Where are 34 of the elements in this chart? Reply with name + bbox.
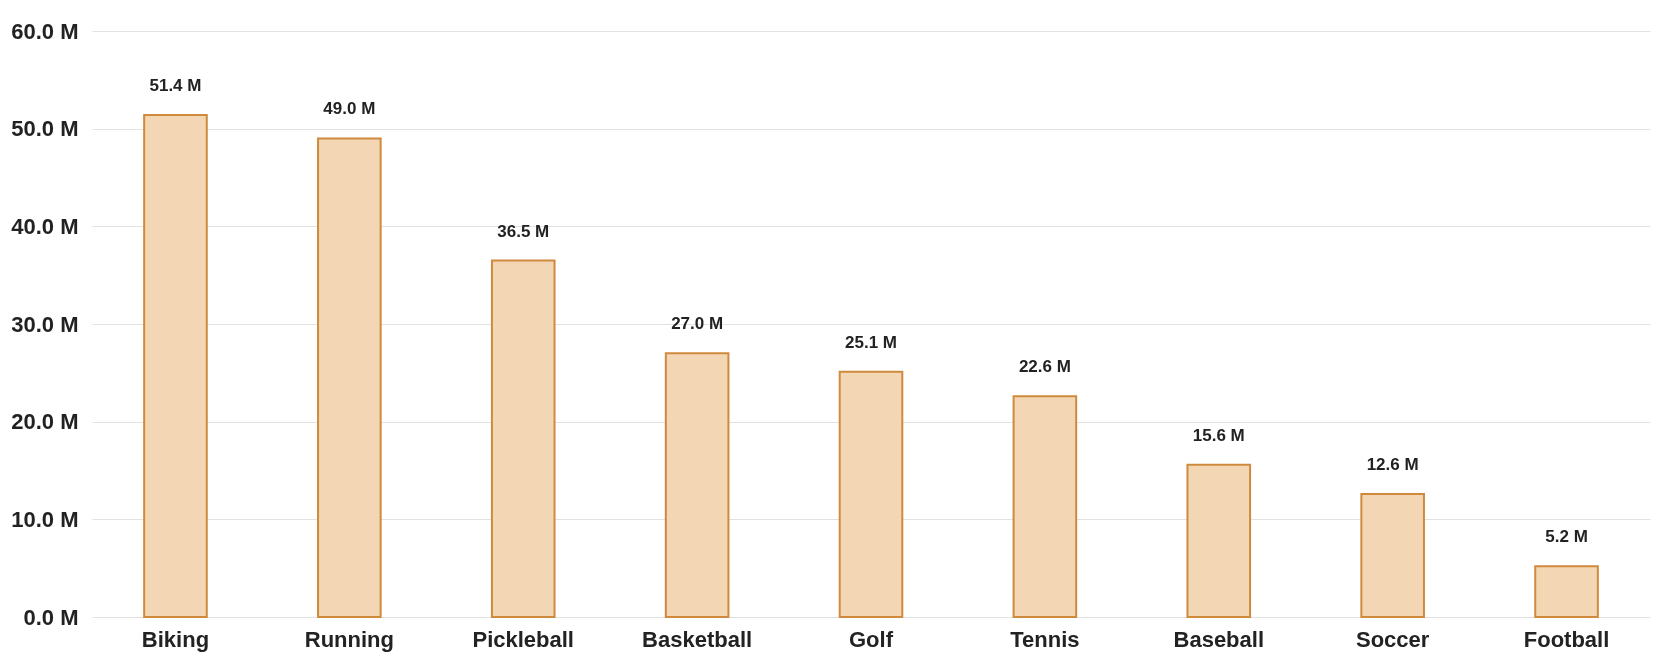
data-label: 15.6 M — [1192, 425, 1245, 445]
data-label: 5.2 M — [1545, 527, 1588, 547]
x-tick-label: Tennis — [1010, 626, 1080, 652]
data-label: 12.6 M — [1366, 454, 1419, 474]
bar — [490, 259, 556, 618]
bar — [1534, 565, 1599, 618]
bar — [1012, 395, 1078, 618]
data-label: 51.4 M — [149, 75, 202, 95]
data-label: 22.6 M — [1018, 357, 1071, 377]
bar — [143, 113, 208, 618]
x-tick-label: Basketball — [642, 626, 753, 652]
x-tick-label: Running — [304, 626, 394, 652]
x-tick-label: Football — [1523, 626, 1610, 652]
x-tick-label: Pickleball — [472, 626, 574, 652]
data-label: 27.0 M — [671, 314, 724, 334]
x-tick-label: Baseball — [1173, 626, 1265, 652]
y-tick-label: 10.0 M — [11, 506, 79, 532]
y-tick-label: 20.0 M — [11, 409, 79, 435]
y-tick-label: 60.0 M — [11, 18, 79, 44]
x-tick-label: Golf — [849, 626, 894, 652]
x-tick-label: Biking — [141, 626, 210, 652]
bar — [1186, 463, 1252, 618]
y-tick-label: 50.0 M — [11, 116, 79, 142]
bar — [317, 137, 382, 618]
y-tick-label: 30.0 M — [11, 311, 79, 337]
x-tick-label: Soccer — [1355, 626, 1430, 652]
bar — [1360, 492, 1425, 618]
bar — [838, 370, 904, 618]
data-label: 25.1 M — [845, 332, 897, 352]
y-tick-label: 0.0 M — [23, 604, 79, 630]
bar — [664, 352, 730, 618]
y-tick-label: 40.0 M — [11, 213, 79, 239]
data-label: 36.5 M — [497, 221, 550, 241]
data-label: 49.0 M — [323, 99, 376, 119]
